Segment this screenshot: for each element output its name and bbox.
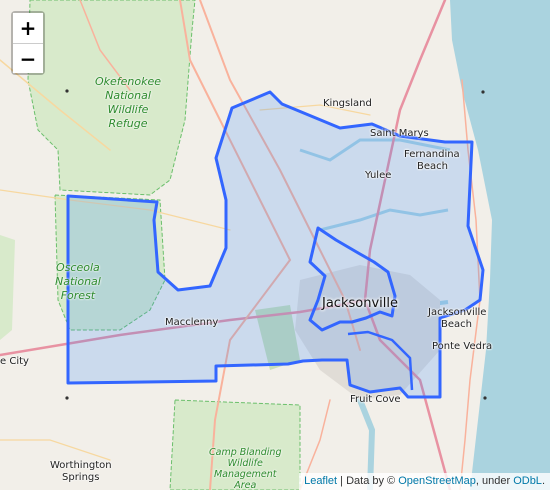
leaflet-link[interactable]: Leaflet <box>304 474 338 487</box>
attribution-under: , under <box>475 474 514 487</box>
label-jacksonville: Jacksonville <box>322 296 398 311</box>
city-boundary-south <box>347 330 414 391</box>
road-ne <box>79 0 131 91</box>
okefenokee-line-4: Refuge <box>108 117 148 130</box>
osceola-line-2: National <box>55 275 101 288</box>
camp-blanding-area <box>169 399 301 490</box>
road-w2 <box>0 439 111 461</box>
camp-blanding-line-3: Management <box>213 469 277 480</box>
dot-1 <box>65 89 69 93</box>
label-jax-beach-1: Jacksonville <box>428 307 487 318</box>
odbl-link[interactable]: ODbL <box>513 474 542 487</box>
road-w1 <box>0 189 231 231</box>
attribution: Leaflet | Data by © OpenStreetMap, under… <box>299 472 550 490</box>
label-city-edge: e City <box>0 356 29 367</box>
interstate-10 <box>0 298 367 357</box>
road-sw <box>0 59 111 151</box>
label-saint-marys: Saint Marys <box>370 128 429 139</box>
zoom-in-button[interactable]: + <box>13 13 43 43</box>
okefenokee-line-2: National <box>105 89 151 102</box>
dot-3 <box>483 396 487 400</box>
dot-4 <box>65 396 69 400</box>
st-marys-river <box>299 138 451 162</box>
label-worthington-1: Worthington <box>50 460 112 471</box>
ocean <box>450 0 550 490</box>
wetland-west <box>0 235 15 340</box>
osceola-area <box>54 194 166 331</box>
attribution-end: . <box>541 474 545 487</box>
dot-2 <box>481 90 485 94</box>
zoom-control: + − <box>11 11 45 75</box>
us-1 <box>199 0 361 351</box>
city-boundary-inner <box>308 226 397 332</box>
region-polygon <box>66 90 485 399</box>
camp-blanding-line-2: Wildlife <box>227 458 263 469</box>
label-jax-beach-2: Beach <box>441 319 472 330</box>
okefenokee-area <box>27 0 196 196</box>
camp-blanding-line-4: Area <box>234 480 257 490</box>
nassau-river <box>319 208 449 232</box>
label-fernandina-1: Fernandina <box>404 149 460 160</box>
interstate-95 <box>363 0 452 490</box>
label-kingsland: Kingsland <box>323 98 372 109</box>
osceola-line-1: Osceola <box>56 261 100 274</box>
attribution-sep: | Data by © <box>337 474 399 487</box>
zoom-out-button[interactable]: − <box>13 43 43 73</box>
wetland-south <box>255 305 300 370</box>
label-fruit-cove: Fruit Cove <box>350 394 401 405</box>
camp-blanding-line-1: Camp Blanding <box>209 447 282 458</box>
road-kingsland <box>259 104 371 116</box>
label-fernandina-2: Beach <box>417 161 448 172</box>
okefenokee-line-1: Okefenokee <box>95 75 162 88</box>
label-worthington-2: Springs <box>62 472 100 483</box>
us-301 <box>179 0 292 490</box>
osm-link[interactable]: OpenStreetMap <box>398 474 476 487</box>
label-camp-blanding: Camp Blanding Wildlife Management Area <box>209 447 281 490</box>
label-yulee: Yulee <box>365 170 392 181</box>
label-osceola: Osceola National Forest <box>55 261 101 303</box>
okefenokee-line-3: Wildlife <box>107 103 149 116</box>
label-ponte-vedra: Ponte Vedra <box>432 341 493 352</box>
label-macclenny: Macclenny <box>165 317 219 328</box>
label-okefenokee: Okefenokee National Wildlife Refuge <box>95 75 161 131</box>
osceola-line-3: Forest <box>60 289 96 302</box>
